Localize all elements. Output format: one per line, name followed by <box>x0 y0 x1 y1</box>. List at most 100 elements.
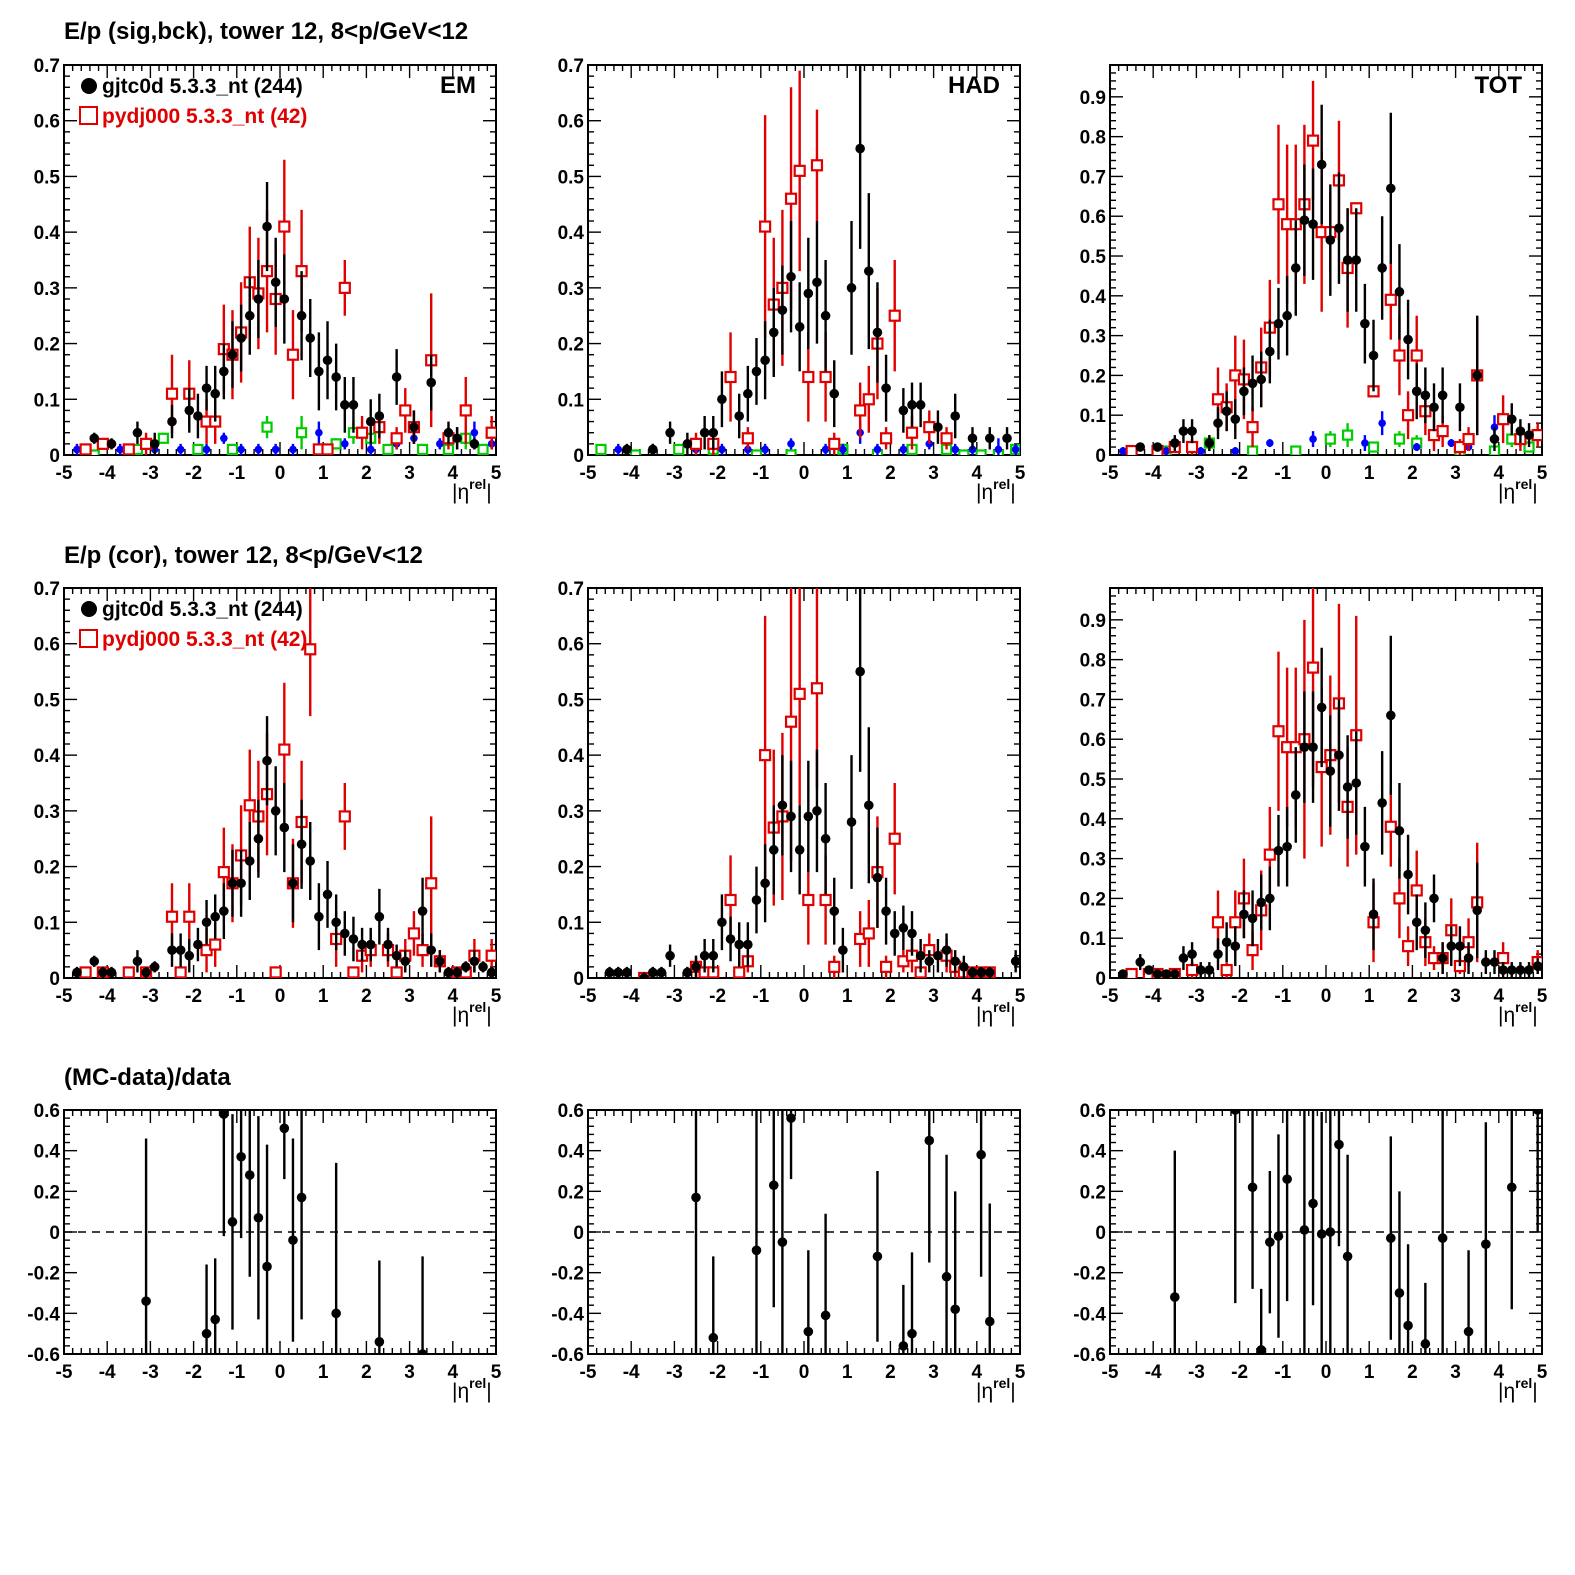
data-point <box>839 445 847 454</box>
x-tick-label: -2 <box>709 1362 726 1383</box>
x-tick-label: 5 <box>1015 463 1026 484</box>
x-tick-label: 3 <box>1450 986 1461 1007</box>
data-point <box>1437 1233 1448 1243</box>
x-tick-label: 5 <box>491 986 502 1007</box>
data-point-square <box>1367 441 1380 453</box>
y-tick-label: 0.2 <box>1080 1182 1106 1203</box>
x-axis-label: |ηrel| <box>1498 999 1538 1027</box>
x-tick-label: -1 <box>752 986 769 1007</box>
row-title-sigbck: E/p (sig,bck), tower 12, 8<p/GeV<12 <box>64 18 469 45</box>
data-point <box>1119 447 1127 455</box>
data-point <box>1481 957 1491 967</box>
data-point <box>1170 1292 1180 1302</box>
data-point <box>864 266 874 276</box>
data-point <box>1334 750 1344 760</box>
x-tick-label: -2 <box>185 1362 202 1383</box>
data-point <box>374 911 385 922</box>
legend: gjtc0d 5.3.3_nt (244) pydj000 5.3.3_nt (4… <box>79 75 307 128</box>
data-point <box>760 878 770 889</box>
data-point <box>821 445 830 454</box>
x-tick-label: -3 <box>142 1362 159 1383</box>
x-tick-label: -5 <box>56 1362 73 1383</box>
data-point <box>933 950 943 961</box>
data-point <box>1524 430 1534 440</box>
y-tick-label: 0.3 <box>34 802 60 823</box>
x-tick-label: 4 <box>1494 986 1505 1007</box>
y-tick-label: 0.7 <box>558 56 584 77</box>
data-point-square <box>183 910 196 923</box>
data-point-square <box>209 938 222 951</box>
x-axis-label-sup: rel <box>469 476 486 492</box>
y-tick-label: 0.9 <box>1080 611 1106 632</box>
y-tick-label: 0.2 <box>558 1182 584 1203</box>
x-tick-label: -1 <box>228 986 245 1007</box>
y-tick-label: 0.4 <box>558 1142 585 1163</box>
data-point <box>219 366 229 377</box>
x-tick-label: -4 <box>1145 1362 1162 1383</box>
data-point <box>98 967 108 978</box>
x-tick-label: 2 <box>361 986 372 1007</box>
data-point <box>1170 969 1180 978</box>
data-point <box>452 967 462 978</box>
x-tick-label: -2 <box>709 986 726 1007</box>
x-axis-label-bar: | <box>1010 481 1015 504</box>
data-point-square <box>862 927 875 940</box>
x-tick-label: 3 <box>928 986 939 1007</box>
x-axis-label-bar: | <box>1010 1004 1015 1027</box>
data-point-square <box>1246 944 1259 957</box>
data-point <box>699 427 710 438</box>
x-tick-label: 4 <box>972 986 983 1007</box>
data-point <box>872 327 883 338</box>
data-point <box>846 817 857 827</box>
y-tick-label: 0.2 <box>558 335 584 356</box>
y-tick-label: 0 <box>1095 969 1106 990</box>
data-point <box>1316 702 1327 713</box>
data-point <box>691 1192 701 1203</box>
data-point-square <box>459 404 472 417</box>
data-point <box>383 939 393 950</box>
data-point <box>1472 370 1482 381</box>
data-point <box>331 1308 341 1319</box>
row-title-ratio: (MC-data)/data <box>64 1064 231 1091</box>
y-tick-label: 0.4 <box>558 746 585 767</box>
data-point <box>717 394 727 405</box>
data-point <box>236 878 246 889</box>
data-point-square <box>741 432 754 445</box>
data-point <box>262 221 272 232</box>
data-point <box>1002 433 1012 444</box>
x-tick-label: -5 <box>580 986 597 1007</box>
data-point <box>691 962 701 972</box>
x-tick-label: -2 <box>1231 463 1248 484</box>
data-point <box>976 967 986 978</box>
data-point <box>149 962 160 972</box>
y-tick-label: 0 <box>573 1223 584 1244</box>
x-axis-label: |ηrel| <box>452 999 492 1027</box>
data-point <box>1368 350 1379 361</box>
series-group <box>73 159 496 455</box>
data-point <box>201 383 212 393</box>
data-point <box>315 428 323 437</box>
x-axis-label: |ηrel| <box>1498 476 1538 504</box>
data-point <box>227 349 238 360</box>
x-axis-label-bar: | <box>1532 481 1537 504</box>
data-point <box>1162 447 1170 455</box>
x-tick-label: -4 <box>99 986 116 1007</box>
data-point-square <box>1229 916 1242 929</box>
y-tick-label: 0.5 <box>34 690 61 711</box>
data-point-square <box>382 443 394 455</box>
data-point-square <box>390 432 403 445</box>
data-point <box>176 445 185 454</box>
y-tick-label: 0 <box>49 1223 60 1244</box>
data-point <box>1299 215 1310 226</box>
x-tick-label: -5 <box>580 1362 597 1383</box>
data-point <box>253 294 264 304</box>
x-tick-label: 4 <box>448 1362 459 1383</box>
data-point <box>665 427 675 438</box>
data-point <box>253 1212 264 1223</box>
data-point <box>1377 263 1387 273</box>
data-point <box>1265 893 1275 904</box>
data-point <box>1506 1182 1517 1193</box>
y-tick-label: 0.7 <box>34 56 60 77</box>
data-point <box>1161 969 1171 978</box>
data-point <box>426 377 437 388</box>
